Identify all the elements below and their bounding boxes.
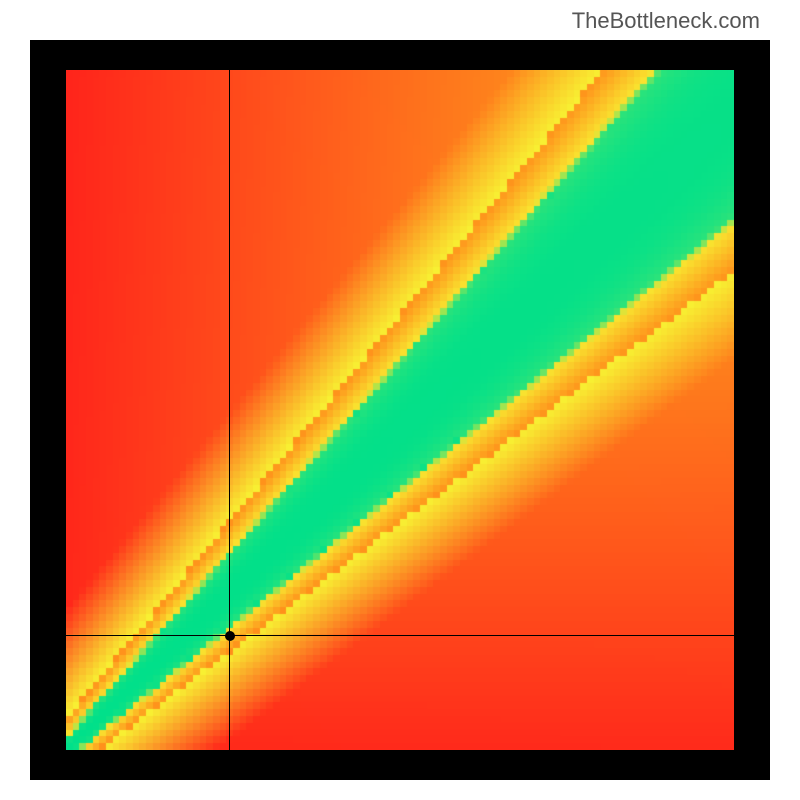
chart-frame — [30, 40, 770, 780]
chart-container: TheBottleneck.com — [0, 0, 800, 800]
heatmap-canvas — [66, 70, 734, 750]
crosshair-horizontal — [66, 635, 734, 636]
crosshair-point — [225, 631, 235, 641]
watermark-text: TheBottleneck.com — [572, 8, 760, 34]
crosshair-vertical — [229, 70, 230, 750]
